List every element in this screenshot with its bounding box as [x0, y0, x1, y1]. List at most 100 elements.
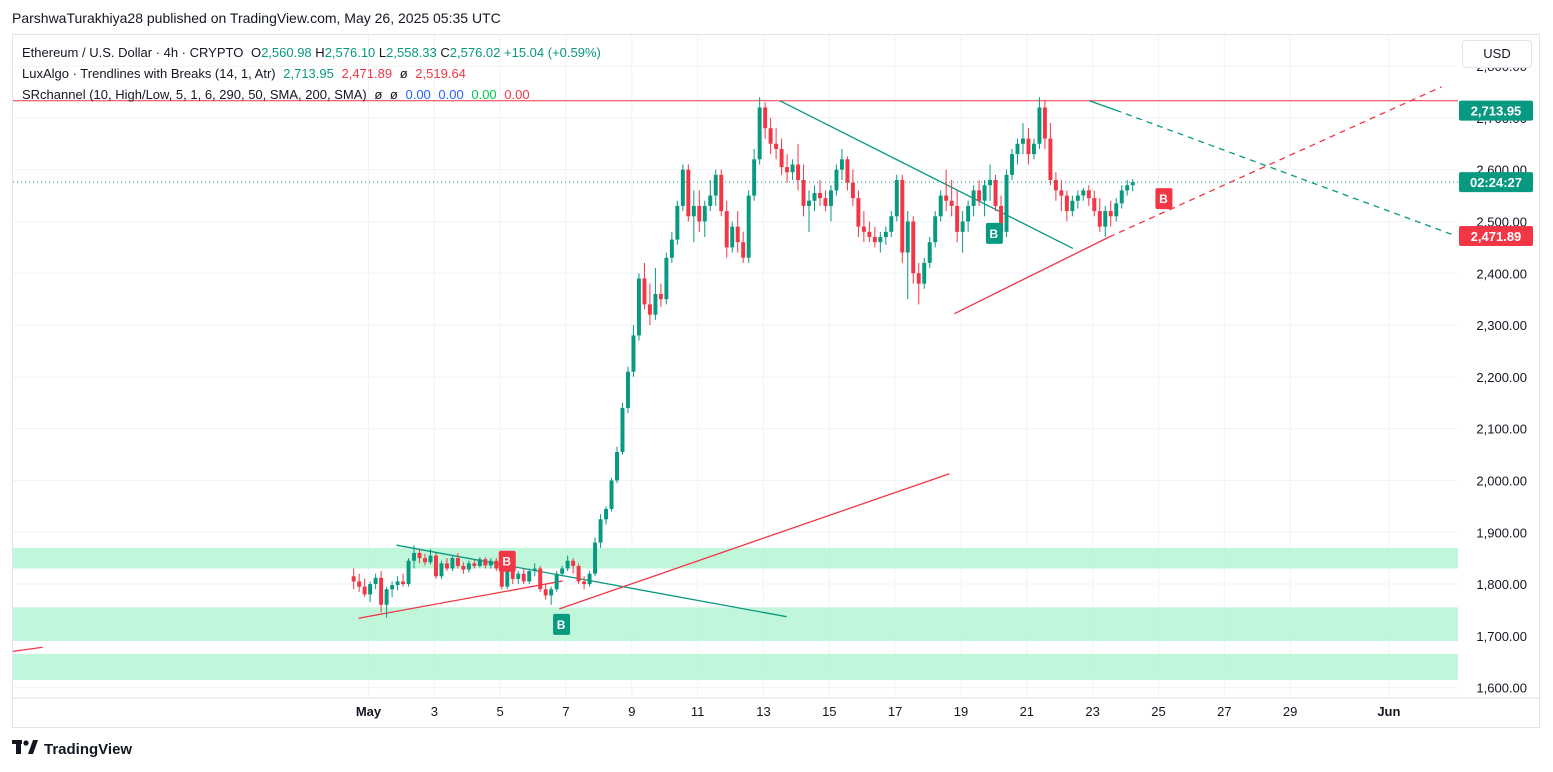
candle[interactable] [357, 573, 362, 592]
candle[interactable] [351, 568, 356, 590]
candle[interactable] [516, 571, 521, 585]
candle[interactable] [455, 552, 460, 569]
candle[interactable] [724, 200, 729, 258]
candle[interactable] [560, 565, 565, 577]
candle[interactable] [620, 402, 625, 455]
candle[interactable] [417, 548, 422, 564]
candle[interactable] [412, 545, 416, 569]
candle[interactable] [1064, 190, 1069, 222]
candle[interactable] [982, 180, 987, 217]
candle[interactable] [702, 200, 707, 238]
candle[interactable] [916, 262, 921, 305]
candle[interactable] [1010, 148, 1014, 181]
candle[interactable] [1103, 205, 1108, 238]
candle[interactable] [1037, 97, 1042, 149]
candle[interactable] [878, 231, 883, 253]
candle[interactable] [362, 578, 367, 597]
candle[interactable] [1108, 200, 1113, 227]
candle[interactable] [938, 190, 943, 222]
candle[interactable] [719, 169, 724, 217]
candle[interactable] [812, 185, 817, 212]
candle[interactable] [483, 557, 488, 569]
candle[interactable] [1119, 185, 1124, 209]
candle[interactable] [1059, 180, 1064, 212]
candle[interactable] [966, 200, 971, 232]
candle[interactable] [845, 156, 850, 191]
candle[interactable] [1042, 99, 1047, 149]
candle[interactable] [823, 190, 828, 212]
candle[interactable] [801, 164, 806, 217]
candle[interactable] [911, 216, 916, 284]
candle[interactable] [746, 190, 751, 263]
candle[interactable] [582, 576, 587, 590]
candle[interactable] [642, 262, 647, 310]
candle[interactable] [680, 164, 685, 212]
candle[interactable] [774, 128, 779, 160]
candle[interactable] [1070, 195, 1075, 217]
candle[interactable] [428, 548, 433, 565]
candle[interactable] [444, 558, 449, 572]
currency-button[interactable]: USD [1462, 40, 1532, 68]
candle[interactable] [763, 102, 768, 139]
candle[interactable] [735, 211, 740, 253]
candle[interactable] [433, 552, 438, 579]
candle[interactable] [598, 514, 603, 548]
candle[interactable] [604, 506, 609, 525]
candle[interactable] [867, 221, 872, 243]
candle[interactable] [993, 174, 998, 212]
candle[interactable] [488, 558, 493, 569]
candle[interactable] [955, 190, 960, 243]
candle[interactable] [856, 190, 861, 238]
candle[interactable] [807, 190, 811, 232]
candle[interactable] [686, 164, 691, 222]
symbol-title[interactable]: Ethereum / U.S. Dollar · 4h · CRYPTO [22, 45, 244, 60]
candle[interactable] [960, 211, 965, 253]
candle[interactable] [922, 257, 927, 289]
candle[interactable] [593, 537, 598, 577]
candle[interactable] [883, 226, 888, 245]
candle[interactable] [626, 366, 630, 414]
candle[interactable] [1081, 187, 1086, 201]
candle[interactable] [900, 174, 905, 263]
candle[interactable] [828, 185, 833, 222]
candle[interactable] [477, 557, 482, 568]
candle[interactable] [423, 554, 427, 566]
tradingview-branding[interactable]: TradingView [12, 740, 132, 759]
candle[interactable] [390, 581, 395, 597]
candle[interactable] [669, 231, 674, 263]
candle[interactable] [658, 283, 663, 307]
candle[interactable] [1026, 128, 1031, 165]
candle[interactable] [675, 200, 680, 245]
candle[interactable] [505, 568, 510, 590]
candle[interactable] [834, 164, 839, 196]
candle[interactable] [818, 180, 822, 206]
candle[interactable] [549, 586, 554, 605]
candle[interactable] [576, 563, 581, 585]
candle[interactable] [927, 237, 932, 269]
candle[interactable] [379, 571, 384, 613]
candle[interactable] [521, 568, 526, 585]
candle[interactable] [730, 221, 735, 253]
candle[interactable] [768, 117, 773, 155]
candle[interactable] [636, 273, 641, 341]
candle[interactable] [527, 568, 532, 585]
candle[interactable] [988, 164, 993, 201]
candle[interactable] [757, 97, 762, 165]
candle[interactable] [395, 576, 400, 591]
candle[interactable] [785, 154, 790, 183]
candle[interactable] [790, 159, 795, 181]
candle[interactable] [1075, 190, 1080, 209]
candle[interactable] [450, 555, 455, 572]
candle[interactable] [1053, 172, 1058, 201]
candle[interactable] [779, 138, 784, 175]
candle[interactable] [631, 325, 636, 377]
candle[interactable] [708, 180, 713, 212]
candle[interactable] [944, 169, 949, 212]
candle[interactable] [653, 268, 658, 320]
candle[interactable] [401, 573, 406, 587]
candle[interactable] [554, 571, 559, 592]
candle[interactable] [1004, 169, 1009, 238]
candle[interactable] [571, 558, 576, 574]
candle[interactable] [1097, 198, 1102, 232]
